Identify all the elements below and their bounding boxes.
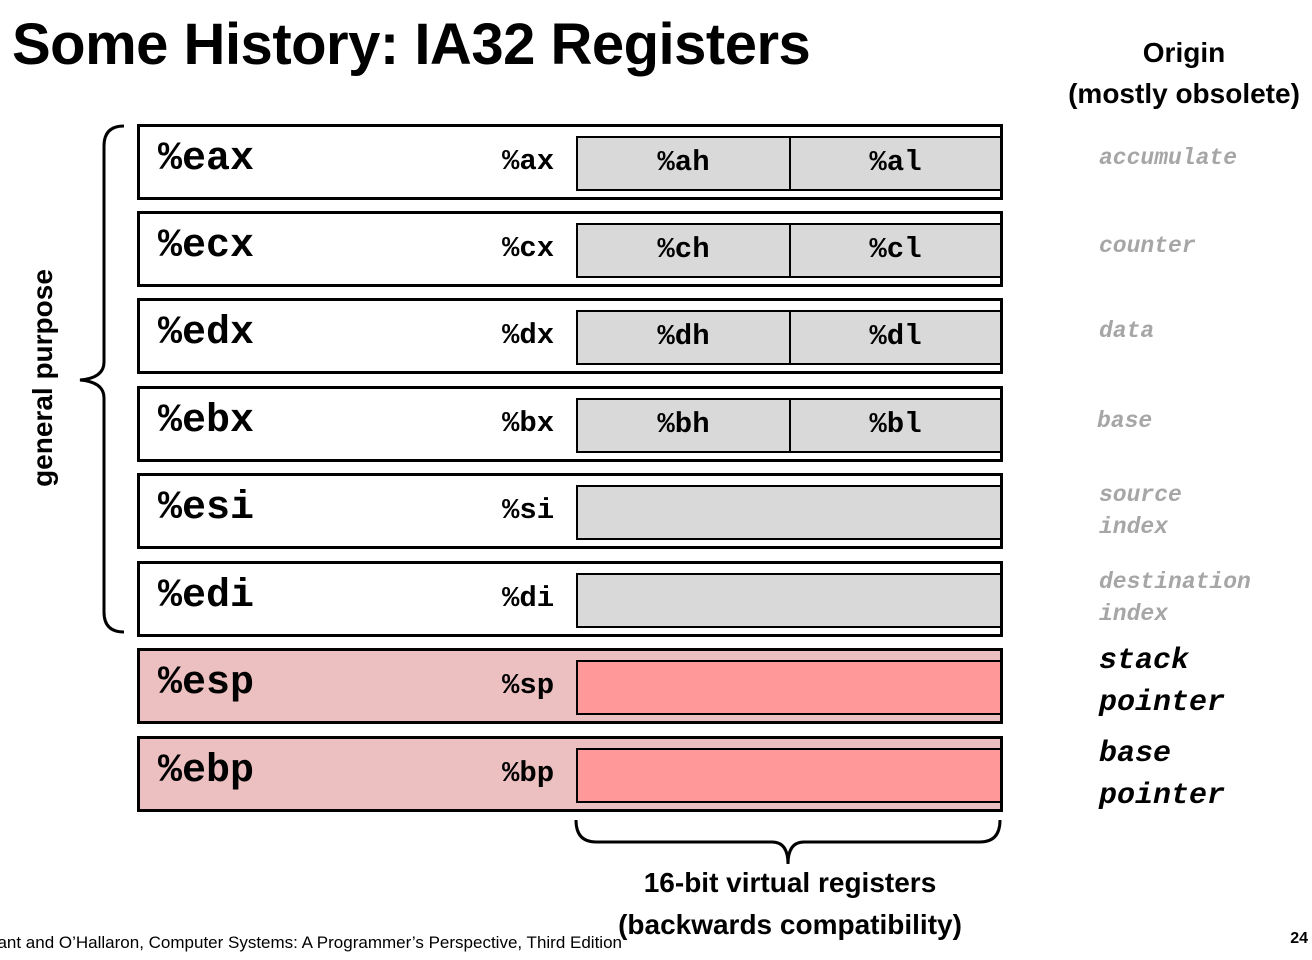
register-16bit-box — [576, 748, 1002, 803]
origin-text-line-1: destination — [1099, 569, 1251, 595]
origin-text: base — [1097, 408, 1153, 434]
register-16bit-box: %dh %dl — [576, 310, 1002, 365]
register-16bit-box — [576, 573, 1002, 628]
register-16bit-name: %si — [502, 494, 555, 527]
register-16bit-name: %bp — [502, 757, 555, 790]
origin-text-line-2: index — [1099, 514, 1169, 540]
origin-text: counter — [1099, 233, 1196, 259]
register-low-byte: %al — [869, 146, 922, 179]
origin-counter: counter — [1099, 230, 1196, 262]
origin-text-line-2: pointer — [1099, 779, 1226, 813]
16bit-caption-line-2: (backwards compatibility) — [618, 909, 962, 940]
register-row-esi: %esi %si — [137, 473, 1003, 549]
register-16bit-box: %bh %bl — [576, 398, 1002, 453]
register-high-byte: %bh — [578, 400, 791, 451]
register-row-ecx: %ecx %cx %ch %cl — [137, 211, 1003, 287]
register-name: %ebp — [158, 749, 255, 794]
register-row-ebp: %ebp %bp — [137, 736, 1003, 812]
register-16bit-box: %ch %cl — [576, 223, 1002, 278]
page-number: 24 — [1290, 930, 1308, 947]
register-name: %eax — [158, 137, 255, 182]
register-name: %edx — [158, 311, 255, 356]
register-high-byte: %dh — [578, 312, 791, 363]
register-row-esp: %esp %sp — [137, 648, 1003, 724]
register-16bit-box — [576, 485, 1002, 540]
origin-header-line-2: (mostly obsolete) — [1068, 78, 1300, 109]
origin-text-line-1: source — [1099, 482, 1182, 508]
origin-data: data — [1099, 315, 1154, 347]
register-low-byte: %cl — [869, 233, 922, 266]
footer-text: Bryant and O’Hallaron, Computer Systems:… — [0, 933, 622, 952]
register-16bit-name: %dx — [502, 319, 555, 352]
register-name: %esp — [158, 661, 255, 706]
origin-base: base — [1097, 405, 1152, 437]
register-name: %ecx — [158, 224, 255, 269]
register-row-eax: %eax %ax %ah %al — [137, 124, 1003, 200]
origin-text: data — [1099, 318, 1155, 344]
origin-text: accumulate — [1099, 145, 1238, 171]
register-name: %esi — [158, 486, 255, 531]
origin-header: Origin (mostly obsolete) — [1056, 32, 1312, 114]
register-high-byte: %ch — [578, 225, 791, 276]
origin-text-line-1: stack — [1099, 644, 1190, 678]
16bit-caption: 16-bit virtual registers (backwards comp… — [600, 862, 980, 946]
register-16bit-name: %ax — [502, 145, 555, 178]
register-name: %edi — [158, 574, 255, 619]
origin-stack-pointer: stack pointer — [1099, 640, 1225, 724]
register-row-edi: %edi %di — [137, 561, 1003, 637]
16bit-caption-line-1: 16-bit virtual registers — [643, 867, 937, 898]
register-16bit-box — [576, 660, 1002, 715]
register-high-byte: %ah — [578, 138, 791, 189]
origin-text-line-1: base — [1099, 737, 1172, 771]
origin-header-line-1: Origin — [1142, 37, 1226, 68]
footer-citation: Bryant and O’Hallaron, Computer Systems:… — [0, 931, 640, 957]
origin-text-line-2: index — [1099, 601, 1169, 627]
origin-accumulate: accumulate — [1099, 142, 1237, 174]
register-16bit-name: %bx — [502, 407, 555, 440]
register-row-ebx: %ebx %bx %bh %bl — [137, 386, 1003, 462]
general-purpose-brace — [79, 124, 125, 634]
origin-base-pointer: base pointer — [1099, 733, 1225, 817]
register-16bit-name: %sp — [502, 669, 555, 702]
origin-destination-index: destination index — [1099, 566, 1251, 630]
register-name: %ebx — [158, 399, 255, 444]
register-16bit-name: %di — [502, 582, 555, 615]
register-low-byte: %dl — [869, 320, 922, 353]
origin-text-line-2: pointer — [1099, 686, 1226, 720]
register-16bit-box: %ah %al — [576, 136, 1002, 191]
slide-title: Some History: IA32 Registers — [12, 12, 811, 77]
register-16bit-name: %cx — [502, 232, 555, 265]
register-low-byte: %bl — [869, 408, 922, 441]
origin-source-index: source index — [1099, 479, 1182, 543]
register-row-edx: %edx %dx %dh %dl — [137, 298, 1003, 374]
16bit-brace — [574, 819, 1002, 865]
